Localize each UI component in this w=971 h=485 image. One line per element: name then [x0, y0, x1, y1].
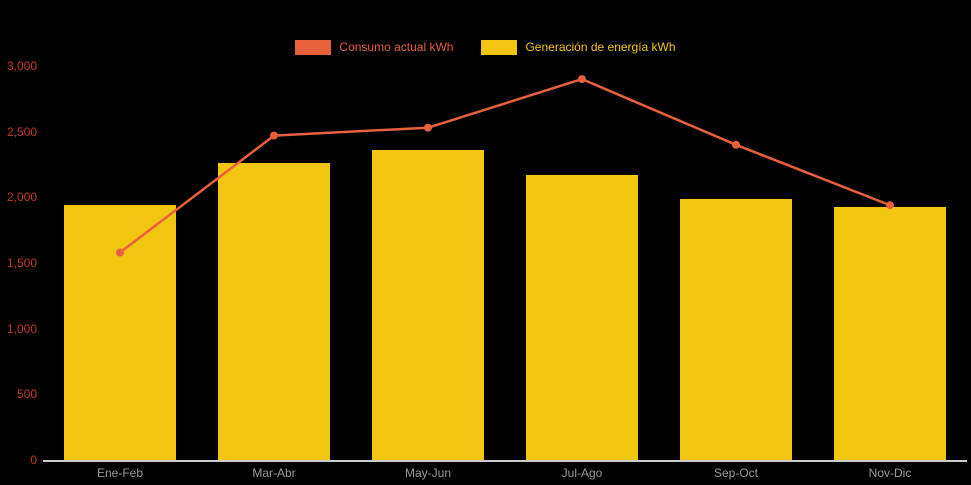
bar-nov-dic[interactable] — [833, 206, 947, 460]
bar-may-jun[interactable] — [371, 150, 485, 460]
bar-sep-oct[interactable] — [679, 198, 793, 460]
bar-ene-feb[interactable] — [63, 205, 177, 460]
legend-label-generacion: Generación de energía kWh — [525, 40, 676, 54]
y-tick-label: 0 — [30, 453, 37, 467]
plot-area — [43, 66, 967, 462]
x-tick-label: May-Jun — [404, 466, 451, 480]
x-axis: Ene-Feb Mar-Abr May-Jun Jul-Ago Sep-Oct Nov-D… — [43, 464, 967, 482]
line-point — [578, 75, 586, 84]
legend-label-consumo: Consumo actual kWh — [339, 40, 454, 54]
chart-legend: Consumo actual kWh Generación de energía… — [0, 40, 971, 55]
x-tick-label: Nov-Dic — [868, 466, 912, 480]
x-tick-label: Mar-Abr — [252, 466, 296, 480]
legend-item-consumo[interactable]: Consumo actual kWh — [295, 40, 453, 55]
line-series-svg — [116, 75, 894, 257]
bar-jul-ago[interactable] — [525, 175, 639, 460]
x-tick-label: Jul-Ago — [561, 466, 603, 480]
generacion-bar-swatch — [481, 40, 518, 55]
y-tick-label: 2,000 — [6, 190, 37, 205]
line-point — [732, 140, 740, 149]
y-tick-label: 1,000 — [6, 321, 37, 336]
y-tick-label: 1,500 — [6, 256, 37, 270]
line-point — [424, 123, 432, 132]
consumo-line-swatch — [295, 40, 332, 55]
bar-mar-abr[interactable] — [217, 163, 331, 460]
y-tick-label: 2,500 — [6, 124, 37, 139]
line-point — [270, 131, 278, 140]
legend-item-generacion[interactable]: Generación de energía kWh — [481, 40, 676, 55]
y-axis: 3,000 2,500 2,000 1,500 1,000 500 0 — [0, 59, 37, 467]
x-tick-label: Ene-Feb — [96, 466, 144, 480]
y-tick-label: 3,000 — [6, 59, 37, 73]
x-tick-label: Sep-Oct — [713, 466, 758, 480]
y-tick-label: 500 — [16, 387, 37, 402]
